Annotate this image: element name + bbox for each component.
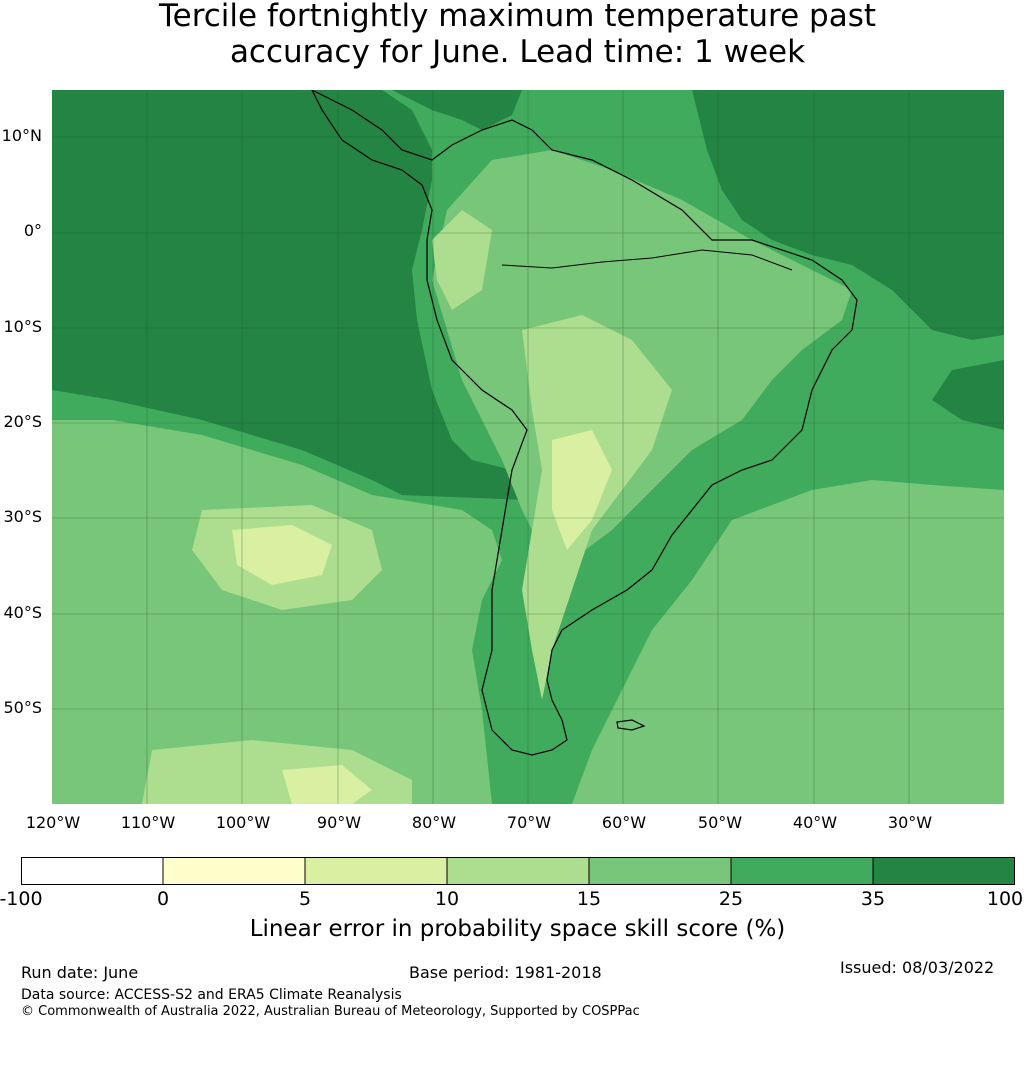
andes-10-15-region [432, 210, 492, 310]
colorbar-bin-10-15 [447, 857, 589, 885]
colorbar-title: Linear error in probability space skill … [249, 916, 786, 942]
far-south-5-10-region [282, 765, 372, 804]
falkland-islands-outline [616, 719, 646, 731]
colorbar-bin-0-5 [163, 857, 305, 885]
skill-score-map [52, 90, 1004, 804]
lon-label-30w: 30°W [887, 813, 933, 832]
map-gridlines [52, 90, 1004, 804]
colorbar-tick-10: 10 [434, 888, 460, 910]
colorbar-bin-neg100-0 [21, 857, 163, 885]
atlantic-east-high-skill-region [932, 360, 1004, 430]
colorbar [21, 857, 1015, 885]
lon-label-90w: 90°W [316, 813, 362, 832]
colorbar-bin-5-10 [305, 857, 447, 885]
lon-label-40w: 40°W [792, 813, 838, 832]
copyright-notice: © Commonwealth of Australia 2022, Austra… [21, 1004, 640, 1019]
map-title-line-1: Tercile fortnightly maximum temperature … [158, 0, 877, 34]
run-date: Run date: June [21, 963, 139, 982]
colorbar-tick-100: 100 [986, 888, 1024, 910]
lat-label-0: 0° [23, 221, 42, 240]
south-pacific-15-25-region [52, 420, 502, 804]
amazon-river-line [501, 249, 793, 271]
colorbar-tick-0: 0 [156, 888, 170, 910]
colorbar-tick-15: 15 [576, 888, 602, 910]
colorbar-frame [21, 857, 1015, 885]
lon-label-70w: 70°W [506, 813, 552, 832]
map-title-line-2: accuracy for June. Lead time: 1 week [229, 34, 806, 70]
lon-label-100w: 100°W [215, 813, 271, 832]
lat-label-20s: 20°S [3, 412, 42, 431]
lon-label-80w: 80°W [411, 813, 457, 832]
caribbean-high-skill-region [392, 90, 522, 130]
colorbar-dividers [162, 857, 874, 885]
lon-label-110w: 110°W [120, 813, 176, 832]
colorbar-tick-neg100: -100 [0, 888, 43, 910]
atlantic-north-high-skill-region [692, 90, 1004, 340]
colorbar-tick-35: 35 [860, 888, 886, 910]
lon-label-120w: 120°W [25, 813, 81, 832]
base-period: Base period: 1981-2018 [409, 963, 602, 982]
lon-label-50w: 50°W [697, 813, 743, 832]
lon-label-60w: 60°W [601, 813, 647, 832]
interior-5-10-region [552, 430, 612, 550]
colorbar-bin-25-35 [731, 857, 873, 885]
lat-label-10n: 10°N [1, 126, 42, 145]
south-pacific-5-10-region [232, 525, 332, 585]
south-atlantic-15-25-region [572, 480, 1004, 804]
data-source: Data source: ACCESS-S2 and ERA5 Climate … [21, 987, 402, 1003]
lat-label-50s: 50°S [3, 698, 42, 717]
colorbar-bin-15-25 [589, 857, 731, 885]
pacific-high-skill-region [52, 90, 527, 500]
colorbar-tick-25: 25 [718, 888, 744, 910]
south-america-coastline [311, 90, 858, 756]
lat-label-10s: 10°S [3, 317, 42, 336]
issued-date: Issued: 08/03/2022 [840, 958, 995, 977]
lat-label-40s: 40°S [3, 603, 42, 622]
lat-label-30s: 30°S [3, 507, 42, 526]
colorbar-bin-35-100 [873, 857, 1015, 885]
colorbar-tick-5: 5 [298, 888, 312, 910]
